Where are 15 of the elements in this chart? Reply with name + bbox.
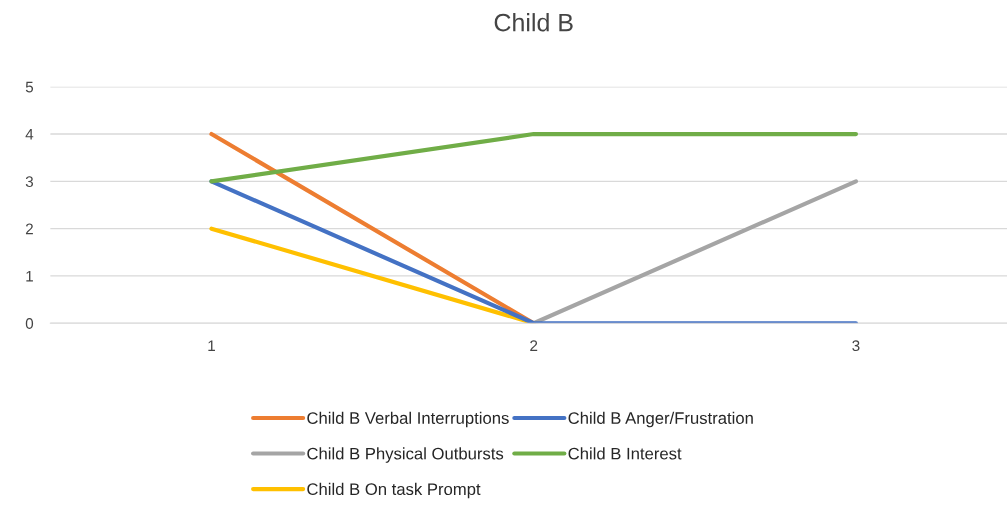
legend-label: Child B On task Prompt: [307, 482, 481, 499]
y-tick-label: 4: [25, 129, 34, 140]
legend-label: Child B Anger/Frustration: [568, 411, 753, 428]
legend-label: Child B Physical Outbursts: [307, 447, 504, 463]
x-tick-label: 1: [208, 340, 215, 351]
y-tick-label: 2: [25, 223, 33, 235]
chart-title: Child B: [494, 13, 573, 32]
legend-label: Child B Interest: [568, 447, 682, 460]
y-tick-label: 0: [25, 318, 34, 329]
x-tick-label: 2: [530, 340, 538, 351]
legend-label: Child B Verbal Interruptions: [307, 411, 509, 428]
x-tick-label: 3: [852, 340, 860, 352]
y-tick-label: 1: [26, 270, 33, 282]
y-tick-label: 5: [25, 81, 34, 93]
y-tick-label: 3: [25, 176, 34, 188]
